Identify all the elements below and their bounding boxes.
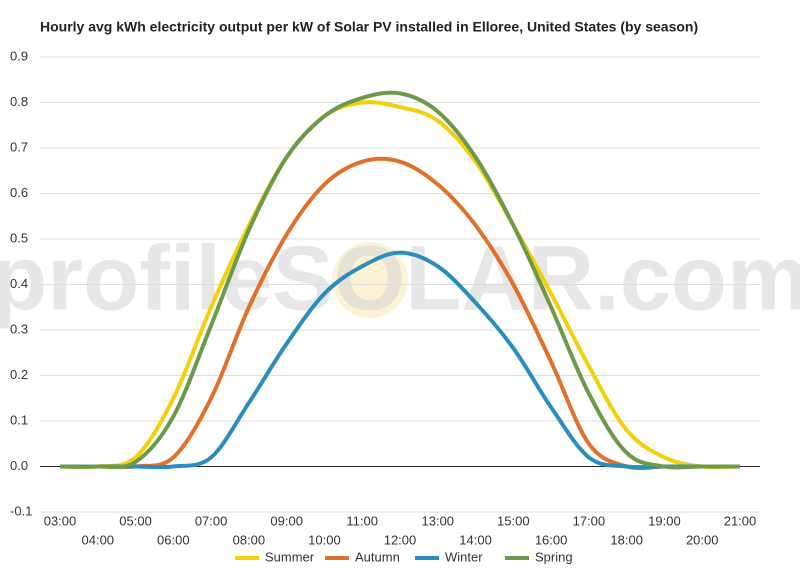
x-tick-label: 04:00 [82,532,115,547]
legend-label: Spring [535,549,573,564]
y-tick-label: 0.0 [10,458,28,473]
x-tick-label: 06:00 [157,532,190,547]
x-tick-label: 20:00 [686,532,719,547]
y-tick-label: 0.4 [10,276,28,291]
x-tick-label: 03:00 [44,513,77,528]
y-tick-label: 0.9 [10,48,28,63]
line [59,100,741,470]
y-tick-label: 0.8 [10,94,28,109]
x-tick-label: 12:00 [384,532,417,547]
x-tick-label: 21:00 [724,513,757,528]
x-tick-label: 17:00 [573,513,606,528]
x-tick-label: 09:00 [270,513,303,528]
line [60,250,740,470]
y-tick-label: 0.1 [10,412,28,427]
x-tick-label: 08:00 [233,532,266,547]
watermark-sun [332,242,408,318]
y-tick-label: 0.5 [10,230,28,245]
x-tick-label: 18:00 [610,532,643,547]
chart-title: Hourly avg kWh electricity output per kW… [40,19,698,35]
legend-label: Summer [265,549,315,564]
watermark: profileSOLAR.com [0,227,800,329]
y-tick-label: -0.1 [10,503,32,518]
x-tick-label: 10:00 [308,532,341,547]
x-tick-label: 16:00 [535,532,568,547]
x-tick-label: 15:00 [497,513,530,528]
y-tick-label: 0.3 [10,321,28,336]
y-tick-label: 0.2 [10,367,28,382]
legend-label: Autumn [355,549,400,564]
x-tick-label: 14:00 [459,532,492,547]
x-tick-label: 05:00 [119,513,152,528]
x-tick-label: 07:00 [195,513,228,528]
y-tick-label: 0.7 [10,139,28,154]
legend-label: Winter [445,549,483,564]
x-tick-label: 19:00 [648,513,681,528]
line [59,90,740,470]
x-tick-label: 13:00 [422,513,455,528]
x-tick-label: 11:00 [346,513,378,528]
y-tick-label: 0.6 [10,185,28,200]
